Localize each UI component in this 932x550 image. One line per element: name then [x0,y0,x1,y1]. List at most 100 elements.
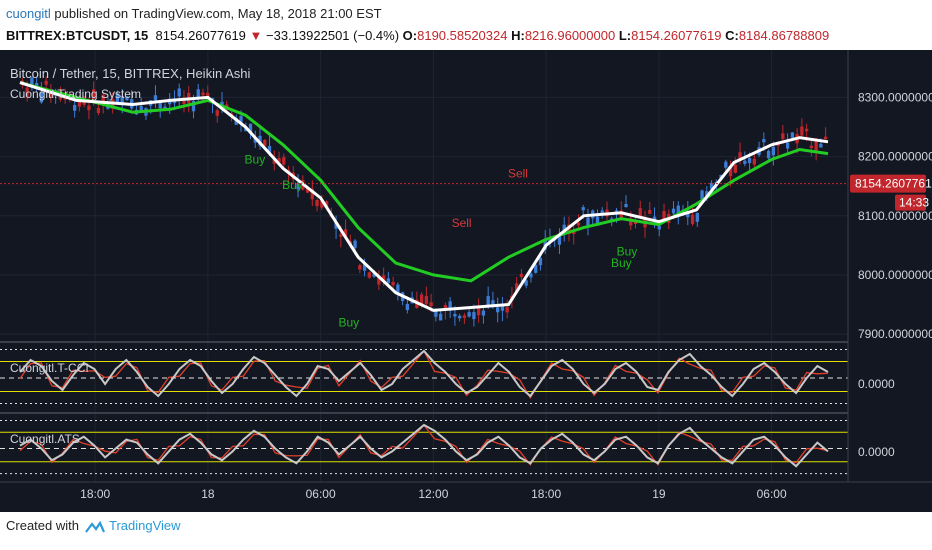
price-axis[interactable]: 8300.00000000 8200.00000000 8100.00000000 8… [858,90,932,341]
candle-body [823,136,828,140]
candle-body [305,188,310,193]
symbol-ohlc-line: BITTREX:BTCUSDT, 15 8154.26077619 ▼ −33.… [6,28,829,43]
candle-body [206,92,210,97]
candle-body [334,222,338,229]
y-tick-label: 7900.00000000 [858,327,932,341]
candle-body [619,210,623,219]
candle-body [158,102,162,109]
candle-body [819,143,823,148]
candle-body [253,138,257,143]
footer: Created with TradingView [6,518,181,534]
signal-label-buy: Buy [617,244,638,258]
candle-body [686,211,690,218]
x-tick-label: 06:00 [306,487,336,501]
tradingview-logo-icon [85,520,105,533]
candle-body [424,295,429,304]
candle-body [272,160,276,164]
candle-body [800,126,804,136]
candle-body [248,123,253,134]
x-tick-label: 18:00 [531,487,561,501]
candle-body [595,216,600,226]
candle-body [58,96,63,100]
candle-body [538,257,543,266]
cci-grey-line [19,349,829,398]
close-label: C: [725,28,739,43]
candle-body [467,312,471,317]
candle-body [34,82,39,87]
candle-body [381,275,386,281]
candle-body [733,164,737,173]
candle-body [201,92,205,96]
candle-body [320,201,324,208]
publish-line: cuongitl published on TradingView.com, M… [6,6,382,21]
y-tick-label: 8200.00000000 [858,150,932,164]
candle-body [534,264,538,273]
candle-body [92,89,96,99]
candle-body [277,157,281,163]
x-tick-label: 18:00 [80,487,110,501]
time-axis[interactable]: 18:00 18 06:00 12:00 18:00 19 06:00 [80,487,787,501]
candle-body [515,283,519,292]
candle-body [562,224,566,232]
candle-body [524,280,528,286]
low-value: 8154.26077619 [631,28,722,43]
candle-body [491,300,495,306]
signal-label-sell: Sell [452,216,472,230]
candle-body [263,139,267,146]
candle-body [125,96,129,101]
author-link[interactable]: cuongitl [6,6,51,21]
candle-body [724,161,728,168]
candle-body [362,264,367,271]
candle-body [771,146,776,156]
candle-body [747,158,752,164]
candle-body [572,230,576,234]
published-text: published on TradingView.com, May 18, 20… [50,6,382,21]
candle-body [96,107,101,113]
candle-body [576,222,581,226]
ats-bands [0,419,848,475]
candle-body [267,145,272,154]
candle-body [419,294,424,305]
signal-label-buy: Buy [338,315,359,329]
candle-body [690,214,695,224]
candle-body [434,309,438,317]
candle-body [781,133,785,139]
close-value: 8184.86788809 [738,28,830,43]
price-tag: 8154.26077619 14:33 [850,174,932,211]
candle-body [372,273,376,277]
candle-body [809,145,814,149]
low-label: L: [618,28,632,43]
candle-body [30,77,34,86]
candle-body [662,210,666,220]
ats-zero-label: 0.0000 [858,445,895,459]
price-tag-value: 8154.26077619 [855,177,932,191]
candle-body [448,301,452,309]
candle-body [529,273,533,278]
candle-body [115,93,120,104]
candle-body [629,218,633,226]
candle-body [728,165,733,177]
candle-body [315,200,319,207]
tradingview-link[interactable]: TradingView [108,518,181,533]
candle-body [101,94,105,104]
candle-body [196,89,200,99]
candle-body [648,209,652,214]
candle-body [457,315,462,319]
indicator-title: Cuongitl.Trading System [10,87,141,101]
candle-body [548,238,552,242]
candle-body [153,95,158,101]
last-price: 8154.26077619 [155,28,246,43]
candle-body [638,208,642,218]
candle-body [709,182,714,190]
candle-body [191,100,196,112]
candle-body [476,305,481,316]
high-label: H: [511,28,525,43]
candle-body [614,210,619,213]
x-tick-label: 06:00 [757,487,787,501]
candle-body [676,205,680,216]
x-tick-label: 18 [201,487,215,501]
candle-body [519,273,524,278]
candle-body [657,225,661,230]
